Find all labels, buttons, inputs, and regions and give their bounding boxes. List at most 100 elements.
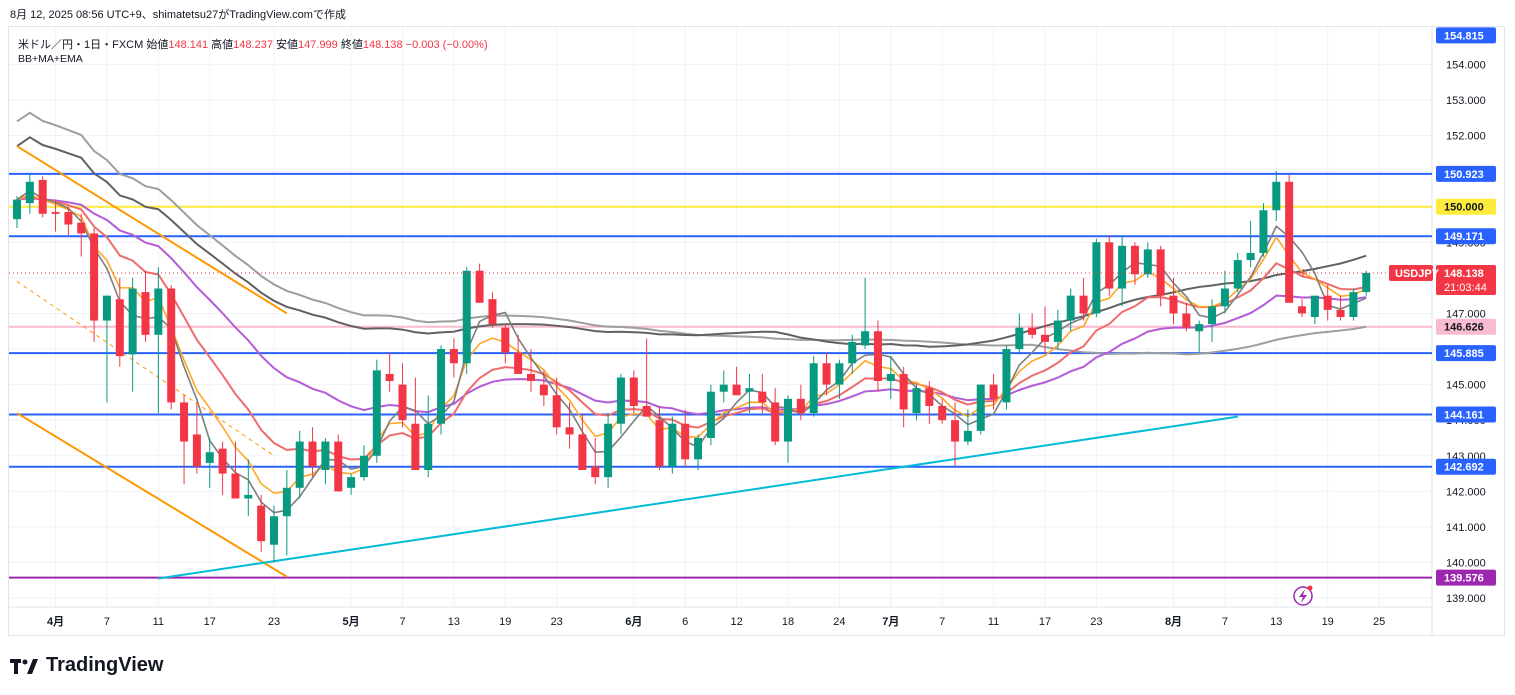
candle [1079, 277, 1088, 321]
candles [13, 171, 1371, 563]
candle-body [1002, 349, 1011, 403]
candle-body [694, 437, 703, 460]
level-tag-text: 144.161 [1444, 409, 1484, 421]
candle [1130, 242, 1139, 285]
candle [244, 459, 253, 517]
candle-body [989, 384, 998, 399]
candle-body [1053, 320, 1062, 342]
candle [1041, 306, 1049, 353]
candle-body [282, 487, 291, 517]
candle-body [1079, 295, 1088, 314]
candle-body [1259, 210, 1268, 253]
change-value: −0.003 (−0.00%) [405, 39, 488, 51]
candle [154, 267, 163, 414]
candle [1246, 220, 1255, 268]
candle [784, 395, 792, 463]
candle [257, 494, 266, 552]
level-tag-text: 139.576 [1444, 573, 1484, 585]
candle-body [655, 420, 664, 467]
candle [1272, 171, 1281, 221]
candle [1259, 203, 1268, 257]
candle-body [244, 494, 253, 499]
y-tick-label: 153.000 [1446, 95, 1486, 107]
level-tag-bg [1436, 345, 1496, 362]
candle-body [231, 473, 240, 499]
candle [796, 384, 805, 421]
candle-body [719, 384, 728, 392]
candle [1169, 277, 1178, 325]
candle-body [1310, 295, 1319, 317]
trendline [16, 145, 288, 315]
candle [912, 384, 921, 421]
candle [1285, 174, 1294, 303]
x-tick-label: 18 [782, 616, 794, 628]
trendline [16, 412, 288, 578]
y-tick-label: 141.000 [1446, 522, 1486, 534]
x-tick-label: 13 [1270, 616, 1282, 628]
candle-body [270, 516, 278, 545]
candle-body [848, 341, 857, 364]
candle-body [449, 349, 458, 364]
candle [989, 373, 998, 410]
y-tick-label: 152.000 [1446, 131, 1486, 143]
candle-body [347, 477, 356, 488]
candle [706, 384, 715, 446]
candle-body [154, 288, 163, 335]
candle [694, 434, 703, 471]
candle-body [398, 384, 407, 421]
x-tick-label: 11 [988, 616, 999, 628]
candle-body [180, 402, 189, 442]
candle [231, 441, 240, 499]
candle [514, 334, 523, 374]
candle [77, 213, 86, 257]
candle-body [758, 391, 767, 403]
candle [359, 445, 368, 481]
high-value: 148.237 [233, 39, 273, 51]
close-label: 終値 [340, 39, 363, 51]
candle-body [437, 349, 446, 424]
candle-body [899, 373, 908, 410]
tradingview-logo-icon [10, 658, 38, 674]
grid-lines [9, 27, 1432, 607]
candle [1143, 242, 1152, 278]
x-tick-label: 7月 [882, 615, 899, 628]
candle-body [1028, 327, 1037, 335]
current-price-bg [1436, 264, 1496, 295]
x-tick-label: 17 [204, 616, 216, 628]
x-tick-label: 12 [730, 616, 742, 628]
ma-long-gray-line [16, 111, 1367, 356]
candle-body [257, 505, 266, 542]
candle-body [1298, 306, 1306, 314]
candle-body [1323, 295, 1332, 310]
candle-body [462, 270, 471, 364]
candle [218, 441, 227, 495]
candle [591, 437, 600, 485]
candle [475, 263, 484, 303]
candle [13, 196, 21, 229]
candle [38, 176, 47, 218]
indicator-legend[interactable]: BB+MA+EMA [18, 53, 83, 65]
x-tick-label: 23 [551, 616, 563, 628]
x-tick-label: 6 [682, 616, 688, 628]
level-price-tag: 150.923 [1436, 165, 1496, 182]
candle [809, 356, 818, 417]
level-price-tag: 144.161 [1436, 406, 1496, 423]
candle-body [565, 427, 574, 435]
candle [321, 437, 330, 485]
x-tick-label: 5月 [343, 615, 360, 628]
level-tag-text: 146.626 [1444, 322, 1484, 334]
current-price-text: 148.138 [1444, 268, 1484, 280]
y-tick-label: 142.000 [1446, 486, 1486, 498]
candle [334, 434, 343, 492]
candle-body [1092, 242, 1101, 314]
x-tick-label: 23 [1090, 616, 1102, 628]
candle [1323, 284, 1332, 321]
candle-body [629, 377, 638, 406]
candle-body [334, 441, 343, 492]
candle-body [642, 405, 651, 417]
candle [1349, 288, 1358, 321]
x-tick-label: 25 [1373, 616, 1385, 628]
candle-body [951, 420, 960, 442]
candle-body [90, 233, 99, 321]
